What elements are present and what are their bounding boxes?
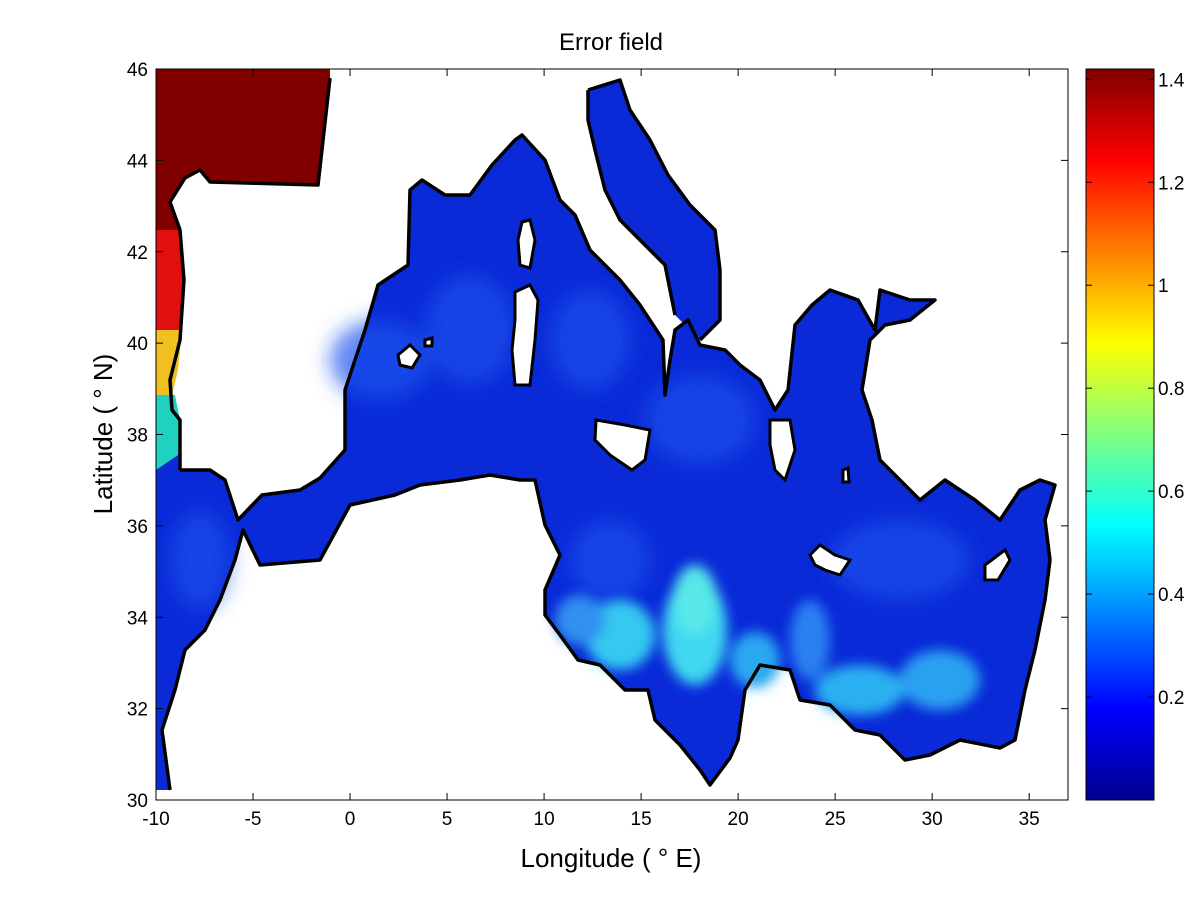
x-tick-label: 5 [442,809,453,830]
colorbar: 0.2 0.4 0.6 0.8 1 1.2 1.4 [1085,68,1185,801]
mediterranean-basin [156,135,1055,790]
x-tick-label: 25 [825,809,846,830]
y-tick-label: 36 [127,517,148,538]
x-tick-label: 20 [728,809,749,830]
iberian-atlantic-red [156,230,184,330]
island-sicily [593,418,652,472]
colorbar-ticks: 0.2 0.4 0.6 0.8 1 1.2 1.4 [1086,70,1185,709]
coastline-adriatic [586,78,722,342]
y-tick-label: 38 [127,426,148,447]
y-tick-label: 46 [127,60,148,81]
island-peloponnese [768,418,797,483]
y-tick-label: 34 [127,608,149,629]
y-axis-label: Latitude ( ° N) [88,354,118,515]
adriatic-sea [588,80,720,340]
y-tick-label: 32 [127,700,148,721]
libyan-coast-high-error [555,565,980,715]
island-mallorca [396,342,422,370]
island-rhodes [841,465,851,484]
y-tick-label: 40 [127,334,148,355]
colorbar-tick-label: 1.2 [1158,173,1184,194]
x-tick-label: 30 [922,809,943,830]
biscay-dark-red [156,69,330,230]
coastline-biscay [168,77,332,470]
x-tick-label: 35 [1019,809,1040,830]
island-corsica [516,218,537,270]
chart-title: Error field [559,29,663,56]
x-axis-label: Longitude ( ° E) [521,843,702,873]
colorbar-tick-label: 1 [1158,276,1169,297]
colorbar-gradient [1085,68,1155,801]
colorbar-tick-label: 0.6 [1158,482,1184,503]
x-axis-ticks: -10 -5 0 5 10 15 20 25 30 35 [142,69,1040,830]
x-tick-label: 0 [345,809,356,830]
x-tick-label: 10 [534,809,555,830]
islands [396,218,1012,582]
y-axis-ticks: 30 32 34 36 38 40 42 44 46 [127,60,1068,812]
x-tick-label: -10 [142,809,169,830]
colorbar-tick-label: 1.4 [1158,70,1185,91]
island-crete [808,543,853,577]
field-variation [170,275,970,610]
island-sardinia [510,283,540,387]
plot-area [156,69,1068,800]
colorbar-tick-label: 0.2 [1158,688,1184,709]
island-menorca [423,336,434,348]
y-tick-label: 30 [127,791,148,812]
y-tick-label: 42 [127,243,148,264]
x-tick-label: -5 [245,809,262,830]
colorbar-tick-label: 0.4 [1158,585,1185,606]
y-tick-label: 44 [127,151,149,172]
colorbar-tick-label: 0.8 [1158,379,1184,400]
coastline-mediterranean [160,133,1057,791]
island-cyprus [983,547,1012,582]
x-tick-label: 15 [631,809,652,830]
